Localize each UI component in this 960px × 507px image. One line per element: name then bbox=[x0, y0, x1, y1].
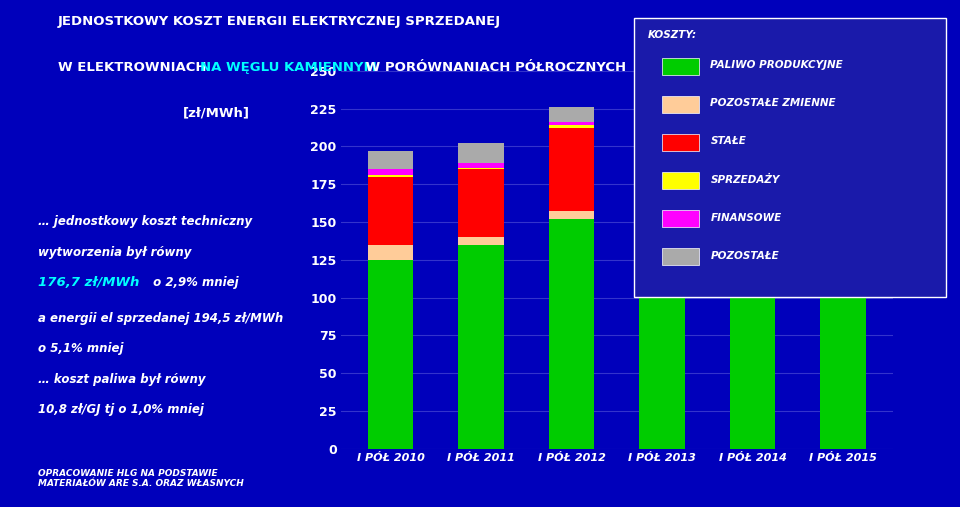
Bar bbox=[459, 245, 504, 449]
Bar bbox=[821, 151, 866, 166]
Bar bbox=[639, 131, 684, 134]
Text: … jednostkowy koszt techniczny: … jednostkowy koszt techniczny bbox=[38, 215, 252, 229]
Bar bbox=[459, 168, 504, 169]
Bar bbox=[639, 134, 684, 225]
Text: W ELEKTROWNIACH: W ELEKTROWNIACH bbox=[58, 61, 211, 74]
Bar bbox=[639, 105, 684, 128]
Bar bbox=[639, 237, 684, 449]
Bar bbox=[549, 219, 594, 449]
Text: W PORÓWNANIACH PÓŁROCZNYCH: W PORÓWNANIACH PÓŁROCZNYCH bbox=[361, 61, 626, 74]
Text: [zł/MWh]: [zł/MWh] bbox=[182, 106, 250, 120]
Text: a energii el sprzedanej 194,5 zł/MWh: a energii el sprzedanej 194,5 zł/MWh bbox=[38, 312, 283, 325]
Text: … koszt paliwa był równy: … koszt paliwa był równy bbox=[38, 373, 205, 386]
Bar bbox=[368, 151, 413, 169]
Bar bbox=[730, 133, 775, 162]
Bar bbox=[821, 248, 866, 260]
Bar bbox=[368, 175, 413, 176]
Text: POZOSTAŁE ZMIENNE: POZOSTAŁE ZMIENNE bbox=[710, 98, 836, 108]
Bar bbox=[549, 107, 594, 122]
Bar bbox=[549, 122, 594, 125]
Bar bbox=[730, 162, 775, 166]
Bar bbox=[730, 166, 775, 168]
Text: 176,7 zł/MWh: 176,7 zł/MWh bbox=[38, 276, 140, 289]
Bar bbox=[459, 169, 504, 237]
Text: STAŁE: STAŁE bbox=[710, 136, 746, 147]
Bar bbox=[459, 163, 504, 168]
Bar bbox=[639, 225, 684, 237]
Bar bbox=[821, 172, 866, 248]
Text: 10,8 zł/GJ tj o 1,0% mniej: 10,8 zł/GJ tj o 1,0% mniej bbox=[38, 403, 204, 416]
Text: FINANSOWE: FINANSOWE bbox=[710, 212, 781, 223]
Bar bbox=[549, 128, 594, 211]
Text: o 5,1% mniej: o 5,1% mniej bbox=[38, 342, 124, 355]
Text: wytworzenia był równy: wytworzenia był równy bbox=[38, 246, 192, 259]
Bar bbox=[730, 168, 775, 248]
Bar bbox=[459, 237, 504, 245]
Bar bbox=[549, 125, 594, 128]
Bar bbox=[730, 248, 775, 255]
Text: o 2,9% mniej: o 2,9% mniej bbox=[149, 276, 238, 289]
Text: PALIWO PRODUKCYJNE: PALIWO PRODUKCYJNE bbox=[710, 60, 843, 70]
Bar bbox=[368, 260, 413, 449]
Bar bbox=[368, 169, 413, 175]
Text: NA WĘGLU KAMIENNYM: NA WĘGLU KAMIENNYM bbox=[200, 61, 376, 74]
Text: SPRZEDAŻY: SPRZEDAŻY bbox=[710, 174, 780, 185]
Text: OPRACOWANIE HLG NA PODSTAWIE
MATERIAŁÓW ARE S.A. ORAZ WŁASNYCH: OPRACOWANIE HLG NA PODSTAWIE MATERIAŁÓW … bbox=[38, 469, 244, 488]
Bar bbox=[821, 260, 866, 449]
Bar bbox=[459, 143, 504, 163]
Bar bbox=[639, 128, 684, 131]
Bar bbox=[368, 176, 413, 245]
Bar bbox=[730, 255, 775, 449]
Bar bbox=[549, 211, 594, 219]
Bar bbox=[821, 171, 866, 172]
Bar bbox=[821, 166, 866, 171]
Text: POZOSTAŁE: POZOSTAŁE bbox=[710, 250, 780, 261]
Bar bbox=[368, 245, 413, 260]
Text: KOSZTY:: KOSZTY: bbox=[648, 30, 697, 41]
Text: JEDNOSTKOWY KOSZT ENERGII ELEKTRYCZNEJ SPRZEDANEJ: JEDNOSTKOWY KOSZT ENERGII ELEKTRYCZNEJ S… bbox=[58, 15, 501, 28]
